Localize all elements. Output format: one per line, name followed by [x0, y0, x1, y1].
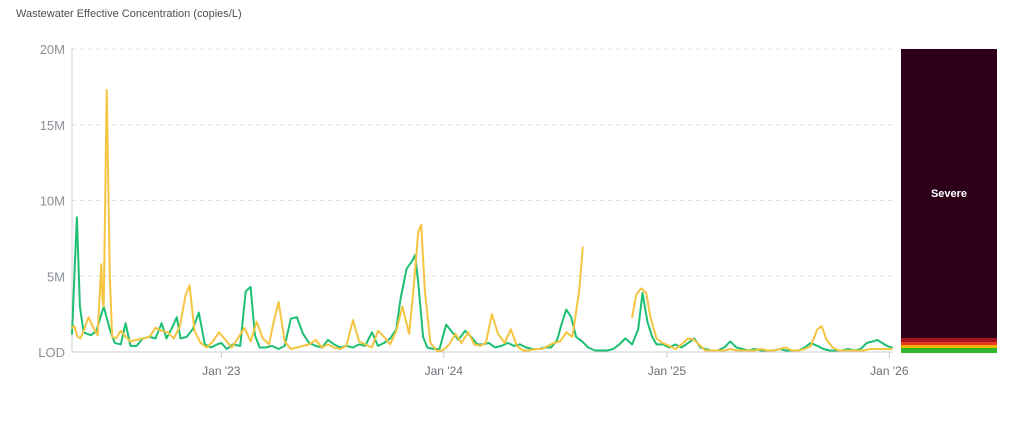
y-tick-label: LOD [38, 345, 65, 360]
x-tick-label: Jan '23 [202, 364, 241, 378]
level-band-stripe [901, 345, 997, 348]
level-band-label: Severe [931, 188, 967, 200]
x-axis: Jan '23 Jan '24 Jan '25 Jan '26 [72, 351, 909, 378]
gridlines [72, 48, 893, 277]
chart-title: Wastewater Effective Concentration (copi… [16, 8, 242, 20]
y-tick-label: 5M [47, 269, 65, 284]
level-band-stripe [901, 342, 997, 345]
y-tick-label: 20M [40, 42, 65, 57]
y-axis: LOD 5M 10M 15M 20M [38, 42, 73, 360]
x-tick-label: Jan '24 [425, 364, 464, 378]
series-line-2[interactable] [71, 88, 893, 352]
y-tick-label: 10M [40, 194, 65, 209]
level-band-stripe [901, 348, 997, 353]
level-band: Severe [901, 49, 997, 353]
level-band-stripe [901, 338, 997, 342]
level-band-severe [901, 49, 997, 338]
x-tick-label: Jan '25 [648, 364, 687, 378]
x-tick-label: Jan '26 [870, 364, 909, 378]
y-tick-label: 15M [40, 118, 65, 133]
series-lines [71, 88, 893, 352]
